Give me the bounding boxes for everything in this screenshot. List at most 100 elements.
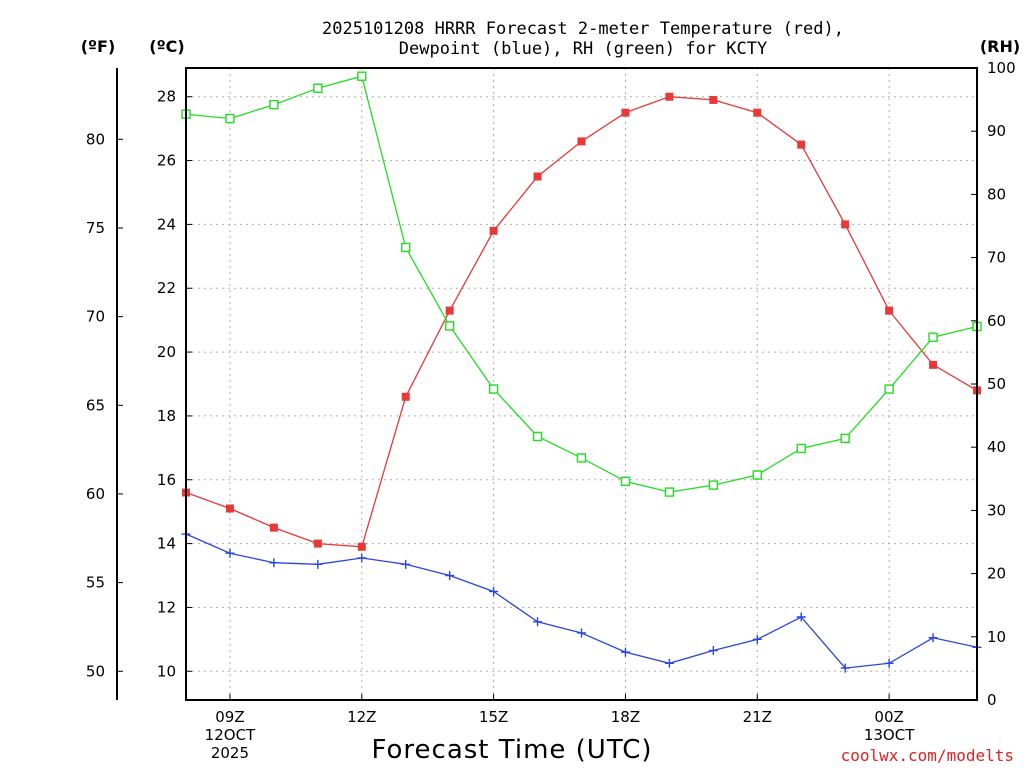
grid-lines: [186, 68, 977, 700]
rh-point-10: [620, 476, 631, 487]
rh-point-15: [840, 433, 850, 444]
x-tick-label-5-0: 00Z: [874, 708, 903, 726]
rh-point-14: [796, 443, 806, 454]
rh-tick-label-1: 10: [987, 628, 1006, 646]
temperature-point-16: [885, 306, 894, 315]
temperature-point-8: [533, 172, 542, 181]
dewpoint-point-14: [796, 612, 806, 622]
dewpoint-point-15: [840, 663, 850, 673]
credit-text: coolwx.com/modelts: [841, 746, 1014, 765]
rh-point-3: [313, 83, 323, 93]
rh-point-4: [357, 71, 367, 81]
celsius-tick-label-0: 10: [157, 662, 176, 680]
x-tick-label-1-0: 12Z: [347, 708, 376, 726]
dewpoint-point-9: [577, 628, 586, 638]
dewpoint-point-11: [664, 658, 674, 668]
x-tick-label-0-0: 09Z: [215, 708, 244, 726]
temperature-point-5: [401, 392, 410, 401]
celsius-tick-label-9: 28: [157, 88, 176, 106]
temperature-point-14: [797, 140, 806, 149]
celsius-unit-label: (ºC): [149, 37, 184, 56]
fahrenheit-tick-label-4: 70: [86, 308, 105, 326]
temperature-point-1: [225, 504, 234, 513]
dewpoint-line: [185, 533, 978, 669]
rh-point-5: [401, 242, 411, 253]
rh-tick-label-3: 30: [987, 501, 1006, 519]
temperature-point-12: [709, 95, 718, 104]
fahrenheit-tick-label-2: 60: [86, 485, 105, 503]
x-tick-label-3-0: 18Z: [611, 708, 640, 726]
dewpoint-point-13: [752, 634, 762, 644]
x-tick-label-0-2: 2025: [211, 744, 249, 762]
rh-point-7: [488, 384, 499, 394]
temperature-point-10: [621, 108, 630, 117]
fahrenheit-unit-label: (ºF): [81, 37, 116, 56]
fahrenheit-tick-label-0: 50: [86, 662, 105, 680]
dewpoint-point-12: [708, 646, 718, 656]
rh-tick-label-9: 90: [987, 122, 1006, 140]
rh-point-11: [664, 487, 675, 497]
chart-title-line-1: 2025101208 HRRR Forecast 2-meter Tempera…: [322, 19, 844, 39]
rh-point-6: [444, 321, 455, 331]
rh-point-9: [576, 453, 587, 463]
rh-point-8: [532, 431, 543, 442]
dewpoint-point-4: [357, 553, 367, 563]
dewpoint-point-6: [445, 571, 455, 581]
dewpoint-point-3: [313, 559, 323, 569]
rh-point-2: [269, 99, 279, 110]
rh-tick-label-7: 70: [987, 249, 1006, 267]
celsius-tick-label-7: 24: [157, 215, 176, 233]
dewpoint-point-7: [489, 586, 499, 596]
rh-unit-label: (RH): [980, 37, 1020, 56]
dewpoint-point-2: [269, 558, 279, 568]
temperature-point-2: [269, 523, 278, 532]
x-tick-label-4-0: 21Z: [743, 708, 772, 726]
celsius-tick-label-2: 14: [157, 535, 176, 553]
rh-tick-label-10: 100: [987, 59, 1016, 77]
rh-tick-label-4: 40: [987, 438, 1006, 456]
rh-point-12: [708, 480, 719, 490]
temperature-point-11: [665, 92, 674, 101]
x-tick-label-0-1: 12OCT: [205, 726, 256, 744]
x-tick-label-5-1: 13OCT: [864, 726, 915, 744]
plot-area-border: [185, 67, 978, 701]
temperature-point-7: [489, 226, 498, 235]
celsius-tick-label-6: 22: [157, 279, 176, 297]
fahrenheit-tick-label-5: 75: [86, 219, 105, 237]
fahrenheit-tick-label-6: 80: [86, 130, 105, 148]
dewpoint-point-1: [225, 548, 235, 558]
rh-point-16: [884, 384, 894, 394]
celsius-tick-label-5: 20: [157, 343, 176, 361]
dewpoint-point-10: [620, 647, 630, 657]
temperature-point-4: [357, 542, 366, 551]
rh-tick-label-5: 50: [987, 375, 1006, 393]
rh-tick-label-6: 60: [987, 312, 1006, 330]
celsius-tick-label-3: 16: [157, 471, 176, 489]
rh-tick-label-2: 20: [987, 565, 1006, 583]
x-axis-label: Forecast Time (UTC): [371, 735, 652, 765]
dewpoint-point-16: [884, 658, 894, 668]
dewpoint-point-8: [533, 617, 543, 627]
temperature-point-6: [445, 306, 454, 315]
x-tick-label-2-0: 15Z: [479, 708, 508, 726]
chart-title-line-2: Dewpoint (blue), RH (green) for KCTY: [399, 39, 767, 59]
temperature-point-17: [929, 360, 938, 369]
rh-point-13: [752, 470, 762, 480]
temperature-point-9: [577, 137, 586, 146]
rh-tick-label-8: 80: [987, 185, 1006, 203]
rh-tick-label-0: 0: [987, 691, 997, 709]
fahrenheit-tick-label-1: 55: [86, 574, 105, 592]
rh-point-1: [225, 113, 235, 124]
dewpoint-point-5: [401, 559, 411, 569]
dewpoint-point-17: [928, 633, 938, 643]
celsius-tick-label-4: 18: [157, 407, 176, 425]
celsius-tick-label-8: 26: [157, 152, 176, 170]
rh-point-17: [928, 332, 938, 342]
temperature-point-13: [753, 108, 762, 117]
temperature-point-3: [313, 539, 322, 548]
celsius-tick-label-1: 12: [157, 598, 176, 616]
temperature-point-15: [841, 220, 850, 229]
fahrenheit-tick-label-3: 65: [86, 396, 105, 414]
